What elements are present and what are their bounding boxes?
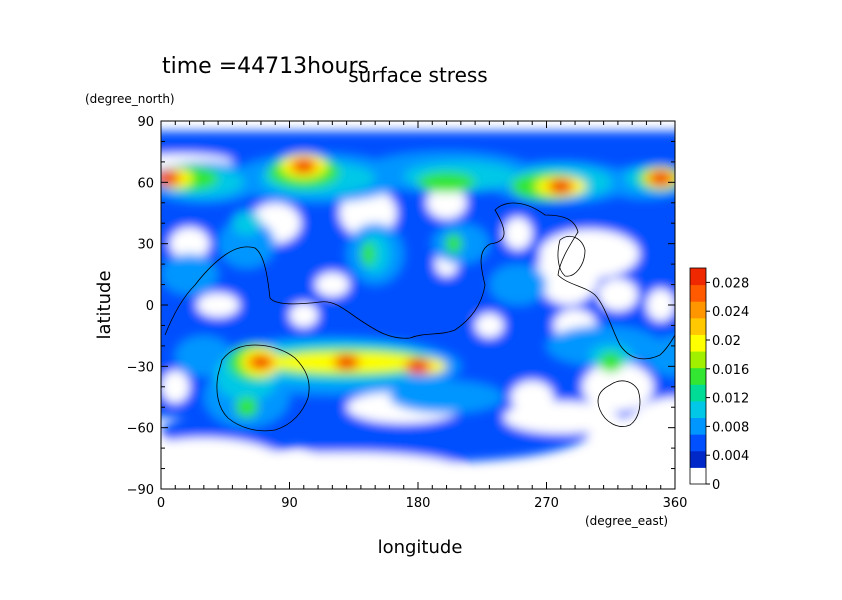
field-region — [503, 217, 533, 250]
colorbar-tick-label: 0.004 — [712, 449, 749, 464]
field-region — [552, 180, 570, 193]
colorbar-segment — [690, 268, 706, 286]
continent-outlines — [164, 202, 675, 432]
y-tick-label: −30 — [127, 360, 154, 375]
colorbar-frame — [689, 267, 707, 485]
field-region — [445, 233, 463, 254]
colorbar-segment — [690, 467, 706, 485]
chart-title: surface stress — [348, 63, 487, 87]
y-tick-label: 30 — [137, 238, 154, 253]
colorbar: 0.028 0.024 0.02 0.016 0.012 0.008 0.004 0 — [689, 267, 749, 493]
continent-outline-small — [557, 236, 586, 277]
colorbar-segment — [690, 400, 706, 419]
field-region — [232, 210, 261, 236]
colorbar-segment — [690, 384, 706, 402]
field-region — [338, 356, 356, 369]
field-region — [161, 370, 190, 404]
x-axis-label: longitude — [378, 537, 463, 558]
field-region — [196, 292, 240, 318]
x-tick-label: 180 — [406, 496, 431, 511]
colorbar-segment — [690, 367, 706, 385]
field-region — [161, 437, 290, 489]
y-tick-label: −60 — [127, 422, 154, 437]
field-region — [175, 335, 233, 377]
x-tick-label: 0 — [157, 496, 165, 511]
x-tick-label: 360 — [663, 496, 688, 511]
y-unit-label: (degree_north) — [85, 92, 175, 106]
field-region — [252, 356, 270, 369]
colorbar-tick-label: 0.008 — [712, 420, 749, 435]
continent-outline-south — [216, 344, 310, 432]
field-region — [646, 288, 675, 322]
x-unit-label: (degree_east) — [585, 514, 668, 528]
y-tick-label: −90 — [127, 483, 154, 498]
colorbar-tick-label: 0 — [712, 478, 720, 493]
continent-outline-east — [597, 380, 641, 427]
colorbar-segment — [690, 434, 706, 452]
field-region — [315, 272, 350, 297]
field-region — [536, 243, 600, 305]
colorbar-segment — [690, 301, 706, 319]
colorbar-tick-label: 0.024 — [712, 305, 749, 320]
y-axis-label: latitude — [94, 270, 115, 339]
y-tick-label: 0 — [146, 299, 154, 314]
field-region — [232, 452, 461, 485]
field-region — [652, 172, 670, 185]
field-region — [295, 159, 313, 173]
colorbar-tick-label: 0.012 — [712, 392, 749, 407]
time-label: time =44713hours — [162, 54, 369, 79]
field-region — [475, 313, 504, 338]
y-axis: 90 60 30 0 −30 −60 −90 — [127, 115, 675, 498]
field-region — [597, 278, 638, 312]
field-region — [582, 362, 654, 412]
field-region — [489, 264, 547, 305]
x-tick-label: 270 — [534, 496, 559, 511]
x-axis: 0 90 180 270 360 — [157, 121, 688, 511]
colorbar-segment — [690, 284, 706, 302]
colorbar-segment — [690, 450, 706, 468]
colorbar-segment — [690, 417, 706, 435]
continent-outline-main — [164, 202, 675, 360]
field-region — [409, 360, 427, 373]
field-region — [161, 172, 177, 185]
field-region — [389, 380, 504, 414]
field-region — [161, 253, 219, 295]
field-region — [235, 397, 259, 418]
field-region — [503, 401, 618, 434]
colorbar-segment — [690, 351, 706, 369]
field-region — [169, 227, 210, 261]
field-region — [360, 241, 376, 267]
field-region — [599, 352, 623, 373]
x-tick-label: 90 — [281, 496, 298, 511]
colorbar-tick-label: 0.028 — [712, 276, 749, 291]
y-tick-label: 90 — [137, 115, 154, 130]
field-region — [426, 186, 467, 220]
field-region — [418, 172, 476, 193]
field-region — [289, 302, 319, 328]
colorbar-segment — [690, 317, 706, 335]
colorbar-tick-label: 0.016 — [712, 363, 749, 378]
colorbar-segment — [690, 334, 706, 352]
colorbar-tick-label: 0.02 — [712, 334, 741, 349]
heatmap-field — [161, 121, 675, 489]
y-tick-label: 60 — [137, 176, 154, 191]
field-region — [617, 397, 675, 489]
